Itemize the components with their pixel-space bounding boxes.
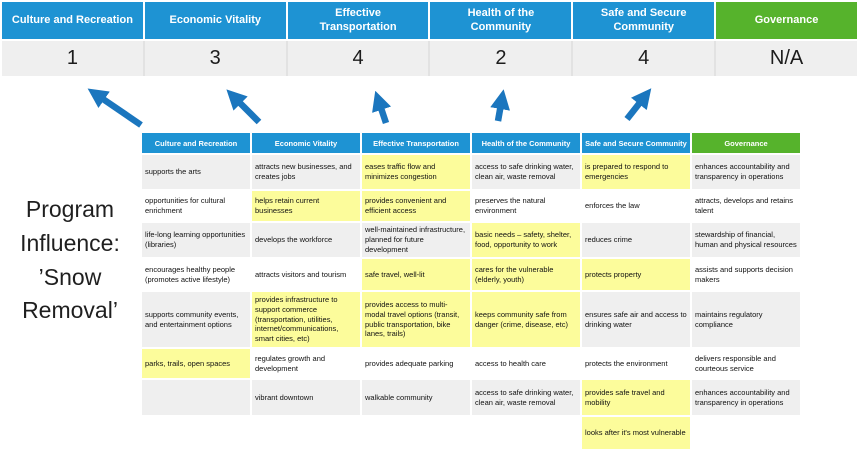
matrix-cell: preserves the natural environment bbox=[472, 191, 580, 221]
matrix-cell: cares for the vulnerable (elderly, youth… bbox=[472, 259, 580, 290]
matrix-row: life-long learning opportunities (librar… bbox=[142, 223, 800, 257]
matrix-cell: provides convenient and efficient access bbox=[362, 191, 470, 221]
matrix-cell: eases traffic flow and minimizes congest… bbox=[362, 155, 470, 189]
matrix-cell: attracts new businesses, and creates job… bbox=[252, 155, 360, 189]
summary-score: 3 bbox=[142, 41, 286, 76]
matrix-cell: stewardship of financial, human and phys… bbox=[692, 223, 800, 257]
matrix-cell: helps retain current businesses bbox=[252, 191, 360, 221]
matrix-cell: vibrant downtown bbox=[252, 380, 360, 415]
matrix-cell: provides adequate parking bbox=[362, 349, 470, 378]
matrix-column-header: Economic Vitality bbox=[252, 133, 360, 153]
matrix-cell: attracts, develops and retains talent bbox=[692, 191, 800, 221]
summary-category-row: Culture and Recreation Economic Vitality E… bbox=[2, 2, 857, 39]
matrix-cell: regulates growth and development bbox=[252, 349, 360, 378]
matrix-header-row: Culture and Recreation Economic Vitality E… bbox=[142, 133, 800, 153]
matrix-cell: delivers responsible and courteous servi… bbox=[692, 349, 800, 378]
matrix-cell bbox=[142, 417, 250, 449]
matrix-cell bbox=[252, 417, 360, 449]
matrix-cell: safe travel, well-lit bbox=[362, 259, 470, 290]
matrix-cell: protects the environment bbox=[582, 349, 690, 378]
summary-category-box: Governance bbox=[716, 2, 857, 39]
matrix-cell: protects property bbox=[582, 259, 690, 290]
summary-category-box: Effective Transportation bbox=[287, 2, 429, 39]
matrix-cell: enforces the law bbox=[582, 191, 690, 221]
matrix-cell: opportunities for cultural enrichment bbox=[142, 191, 250, 221]
matrix-cell: parks, trails, open spaces bbox=[142, 349, 250, 378]
matrix-cell: maintains regulatory compliance bbox=[692, 292, 800, 347]
summary-score: N/A bbox=[714, 41, 857, 76]
matrix-cell: access to health care bbox=[472, 349, 580, 378]
matrix-row: vibrant downtown walkable community access… bbox=[142, 380, 800, 415]
matrix-column-header: Health of the Community bbox=[472, 133, 580, 153]
arrow-up-icon bbox=[87, 88, 143, 128]
matrix-cell: enhances accountability and transparency… bbox=[692, 380, 800, 415]
summary-category-box: Health of the Community bbox=[430, 2, 572, 39]
matrix-cell: walkable community bbox=[362, 380, 470, 415]
matrix-cell: well-maintained infrastructure, planned … bbox=[362, 223, 470, 257]
matrix-cell bbox=[142, 380, 250, 415]
matrix-cell bbox=[692, 417, 800, 449]
matrix-cell: develops the workforce bbox=[252, 223, 360, 257]
matrix-cell: provides infrastructure to support comme… bbox=[252, 292, 360, 347]
matrix-cell: encourages healthy people (promotes acti… bbox=[142, 259, 250, 290]
matrix-cell: attracts visitors and tourism bbox=[252, 259, 360, 290]
matrix-cell: life-long learning opportunities (librar… bbox=[142, 223, 250, 257]
arrow-up-icon bbox=[226, 89, 262, 125]
matrix-row: looks after it's most vulnerable bbox=[142, 417, 800, 449]
matrix-header: Culture and Recreation Economic Vitality E… bbox=[142, 133, 800, 153]
arrow-up-icon bbox=[624, 88, 652, 122]
matrix-cell: reduces crime bbox=[582, 223, 690, 257]
matrix-cell: supports community events, and entertain… bbox=[142, 292, 250, 347]
matrix-cell: ensures safe air and access to drinking … bbox=[582, 292, 690, 347]
matrix-cell: is prepared to respond to emergencies bbox=[582, 155, 690, 189]
matrix-body: supports the arts attracts new businesses… bbox=[142, 155, 800, 449]
matrix-row: parks, trails, open spaces regulates grow… bbox=[142, 349, 800, 378]
arrow-up-icon bbox=[372, 90, 392, 125]
matrix-column-header: Safe and Secure Community bbox=[582, 133, 690, 153]
matrix-column-header: Governance bbox=[692, 133, 800, 153]
matrix-row: supports community events, and entertain… bbox=[142, 292, 800, 347]
summary-category-box: Economic Vitality bbox=[144, 2, 286, 39]
matrix-row: encourages healthy people (promotes acti… bbox=[142, 259, 800, 290]
matrix-cell: provides access to multi-modal travel op… bbox=[362, 292, 470, 347]
matrix-column-header: Culture and Recreation bbox=[142, 133, 250, 153]
matrix-cell: assists and supports decision makers bbox=[692, 259, 800, 290]
matrix-cell: access to safe drinking water, clean air… bbox=[472, 380, 580, 415]
matrix-cell: basic needs – safety, shelter, food, opp… bbox=[472, 223, 580, 257]
matrix-row: opportunities for cultural enrichment hel… bbox=[142, 191, 800, 221]
summary-category-box: Culture and Recreation bbox=[2, 2, 143, 39]
summary-category-box: Safe and Secure Community bbox=[573, 2, 715, 39]
matrix-cell: access to safe drinking water, clean air… bbox=[472, 155, 580, 189]
summary-score: 1 bbox=[66, 47, 78, 69]
summary-score-row: 1 3 4 2 4 N/A bbox=[2, 41, 857, 76]
matrix-cell: looks after it's most vulnerable bbox=[582, 417, 690, 449]
program-influence-title: Program Influence: ’Snow Removal’ bbox=[20, 196, 120, 324]
matrix-cell: supports the arts bbox=[142, 155, 250, 189]
matrix-cell: provides safe travel and mobility bbox=[582, 380, 690, 415]
matrix-cell: enhances accountability and transparency… bbox=[692, 155, 800, 189]
summary-score: 2 bbox=[428, 41, 571, 76]
matrix-cell bbox=[362, 417, 470, 449]
matrix-cell: keeps community safe from danger (crime,… bbox=[472, 292, 580, 347]
influence-matrix-table: Culture and Recreation Economic Vitality E… bbox=[140, 131, 802, 451]
matrix-column-header: Effective Transportation bbox=[362, 133, 470, 153]
summary-score: 4 bbox=[285, 41, 429, 76]
arrow-up-icon bbox=[490, 89, 510, 122]
matrix-row: supports the arts attracts new businesses… bbox=[142, 155, 800, 189]
summary-score: 4 bbox=[571, 41, 714, 76]
matrix-cell bbox=[472, 417, 580, 449]
